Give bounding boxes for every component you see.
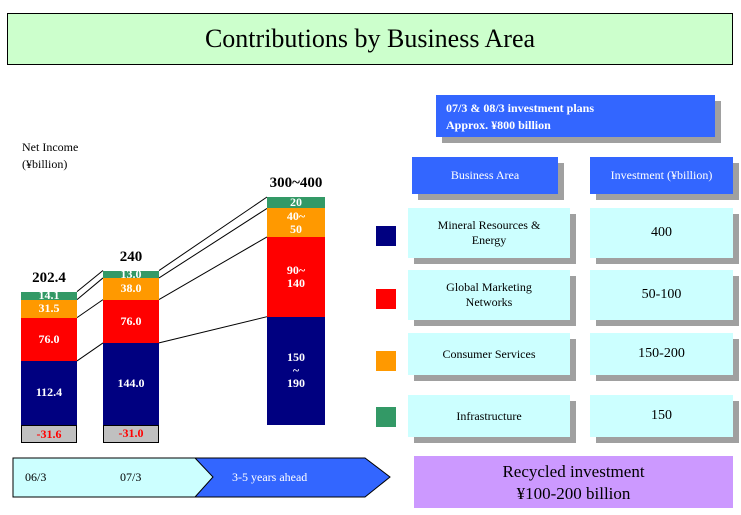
connector bbox=[158, 196, 268, 271]
legend-swatch bbox=[376, 289, 396, 309]
connector bbox=[158, 316, 268, 344]
total-label: 300~400 bbox=[269, 175, 323, 191]
investment: 150-200 bbox=[590, 333, 733, 375]
bar-segment: 38.0 bbox=[103, 277, 159, 300]
connector bbox=[76, 342, 104, 362]
footer-box bbox=[414, 456, 733, 508]
connector bbox=[76, 299, 104, 319]
bar-segment: 31.5 bbox=[21, 299, 77, 318]
legend-swatch bbox=[376, 226, 396, 246]
bar-segment: 76.0 bbox=[21, 317, 77, 361]
investment: 400 bbox=[590, 208, 733, 258]
bar-segment: 112.4 bbox=[21, 360, 77, 425]
timeline-label: 06/3 bbox=[25, 470, 47, 484]
negative-segment: -31.0 bbox=[103, 425, 159, 443]
y-label: Net Income bbox=[22, 140, 79, 154]
bar-segment: 14.1 bbox=[21, 289, 77, 302]
business-area: Infrastructure bbox=[408, 395, 570, 437]
business-area: Global Marketing Networks bbox=[408, 270, 570, 320]
connector bbox=[158, 236, 268, 301]
business-area: Mineral Resources & Energy bbox=[408, 208, 570, 258]
bar-segment: 40~ 50 bbox=[267, 208, 325, 237]
connector bbox=[76, 277, 104, 301]
business-area: Consumer Services bbox=[408, 333, 570, 375]
bar-segment: 20 bbox=[267, 195, 325, 209]
bar-segment: 144.0 bbox=[103, 342, 159, 425]
legend-swatch bbox=[376, 351, 396, 371]
footer-line-2: ¥100-200 billion bbox=[516, 484, 631, 503]
timeline-label: 3-5 years ahead bbox=[232, 470, 308, 484]
footer-line-1: Recycled investment bbox=[502, 462, 645, 481]
total-label: 202.4 bbox=[32, 269, 66, 286]
legend-swatch bbox=[376, 407, 396, 427]
plan-header-1: 07/3 & 08/3 investment plans bbox=[436, 95, 715, 116]
column-header: Investment (¥billion) bbox=[590, 157, 733, 194]
investment: 50-100 bbox=[590, 270, 733, 320]
bar-segment: 76.0 bbox=[103, 299, 159, 343]
connector bbox=[158, 207, 268, 279]
title: Contributions by Business Area bbox=[7, 13, 733, 65]
timeline-bar bbox=[12, 457, 214, 498]
investment: 150 bbox=[590, 395, 733, 437]
timeline-label: 07/3 bbox=[120, 470, 142, 484]
timeline-arrow bbox=[193, 457, 391, 498]
plan-header-2: Approx. ¥800 billion bbox=[436, 116, 715, 137]
negative-segment: -31.6 bbox=[21, 425, 77, 443]
connector bbox=[76, 270, 104, 293]
bar-segment: 90~ 140 bbox=[267, 236, 325, 317]
column-header: Business Area bbox=[412, 157, 558, 194]
bar-segment: 13.0 bbox=[103, 267, 159, 281]
total-label: 240 bbox=[119, 248, 143, 265]
bar-segment: 150 ~ 190 bbox=[267, 316, 325, 425]
y-label-unit: (¥billion) bbox=[22, 157, 68, 171]
